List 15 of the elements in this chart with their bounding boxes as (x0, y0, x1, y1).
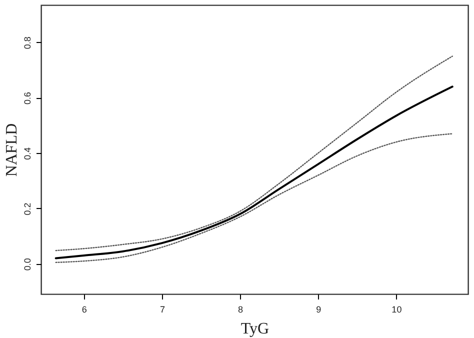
y-tick-label: 0.6 (22, 92, 32, 104)
line-series (55, 56, 453, 252)
x-tick-label: 10 (392, 304, 402, 314)
x-tick-label: 6 (82, 304, 87, 314)
y-tick-label: 0.2 (22, 202, 32, 216)
line-series (55, 133, 453, 264)
x-tick-label: 9 (316, 304, 322, 314)
line-series (54, 86, 454, 260)
x-axis-title: TyG (240, 320, 270, 338)
y-tick-label: 0.0 (22, 258, 32, 271)
y-axis-title: NAFLD (4, 123, 20, 177)
x-tick-label: 8 (238, 304, 244, 314)
y-tick-label: 0.8 (22, 36, 32, 50)
y-tick-label: 0.4 (22, 147, 32, 160)
x-tick-label: 7 (160, 304, 166, 314)
